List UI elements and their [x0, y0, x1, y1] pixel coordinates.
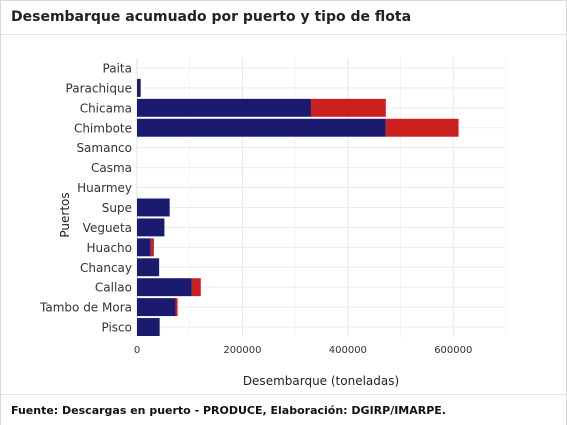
bar-segment-navy: [137, 298, 176, 317]
bar-segment-navy: [137, 78, 141, 97]
bar-segment-navy: [137, 218, 165, 237]
label-layer: Paita Parachique Chicama Chimbote Samanco Cas…: [39, 61, 472, 356]
bar-segment-navy: [137, 278, 192, 297]
y-tick-label: Samanco: [76, 141, 132, 155]
x-tick-label: 0: [134, 345, 140, 356]
y-tick-label: Vegueta: [83, 221, 132, 235]
y-tick-label: Parachique: [66, 81, 132, 95]
y-tick-label: Casma: [91, 161, 132, 175]
bar-chart: Paita Parachique Chicama Chimbote Samanco Cas…: [39, 58, 507, 388]
bar-segment-navy: [137, 198, 170, 217]
y-tick-label: Chicama: [80, 101, 132, 115]
x-tick-label: 200000: [223, 345, 261, 356]
source-note: Fuente: Descargas en puerto - PRODUCE, E…: [11, 404, 446, 417]
bar-segment-navy: [137, 118, 386, 137]
y-tick-label: Supe: [102, 201, 132, 215]
chart-area: Paita Parachique Chicama Chimbote Samanco Cas…: [1, 35, 566, 393]
bar-segment-navy: [137, 238, 151, 257]
bar-segment-red: [385, 118, 459, 137]
y-tick-label: Chimbote: [74, 121, 132, 135]
y-tick-label: Huarmey: [77, 181, 132, 195]
chart-title: Desembarque acumuado por puerto y tipo d…: [11, 9, 412, 25]
x-axis-label: Desembarque (toneladas): [243, 374, 399, 388]
bar-segment-navy: [137, 318, 160, 337]
bar-segment-navy: [137, 258, 160, 277]
bar-layer: [137, 78, 459, 337]
bar-segment-red: [175, 298, 178, 317]
bar-segment-navy: [137, 98, 311, 117]
x-tick-label: 400000: [329, 345, 367, 356]
y-tick-label: Pisco: [102, 321, 133, 335]
card-header: Desembarque acumuado por puerto y tipo d…: [1, 1, 566, 35]
bar-segment-red: [150, 238, 154, 257]
bar-segment-red: [191, 278, 201, 297]
y-tick-label: Tambo de Mora: [39, 301, 132, 315]
y-tick-label: Paita: [103, 61, 132, 75]
card-footer: Fuente: Descargas en puerto - PRODUCE, E…: [1, 394, 566, 425]
y-axis-label: Puertos: [58, 192, 72, 237]
y-tick-label: Callao: [95, 281, 132, 295]
bar-segment-red: [310, 98, 386, 117]
y-tick-label: Chancay: [80, 261, 132, 275]
y-tick-label: Huacho: [86, 241, 132, 255]
x-tick-label: 600000: [434, 345, 472, 356]
